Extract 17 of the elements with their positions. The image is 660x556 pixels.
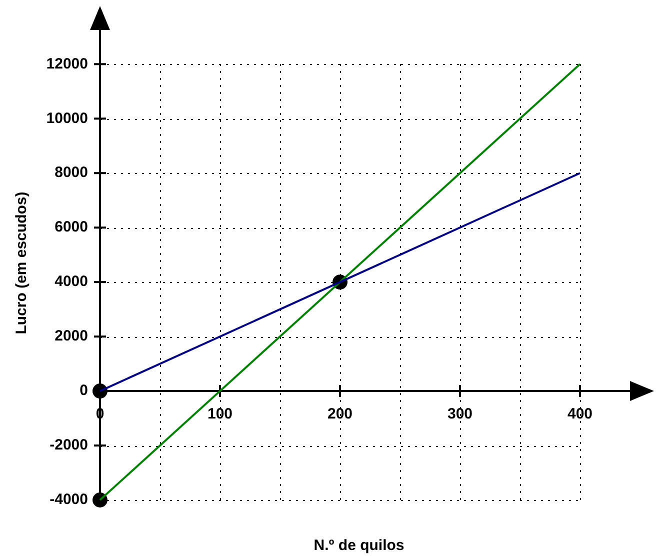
x-tick-label: 100 xyxy=(207,406,233,423)
x-tick-label: 300 xyxy=(447,406,473,423)
y-tick-label: -2000 xyxy=(50,436,88,454)
y-tick-label: 12000 xyxy=(46,55,88,72)
y-tick-label: 4000 xyxy=(54,273,88,290)
point xyxy=(92,384,108,399)
x-tick-label: 400 xyxy=(567,406,593,423)
x-axis-title: N.º de quilos xyxy=(314,537,404,554)
y-tick-label: 8000 xyxy=(54,164,88,182)
x-tick-label: 200 xyxy=(327,406,353,423)
y-tick-label: 6000 xyxy=(54,218,88,236)
point xyxy=(92,492,108,508)
y-tick-label: 10000 xyxy=(46,110,88,127)
y-tick-label: 2000 xyxy=(54,328,88,345)
y-tick-label: -4000 xyxy=(50,491,88,508)
y-tick-label: 0 xyxy=(80,382,88,400)
y-axis-title: Lucro (em escudos) xyxy=(13,192,30,334)
